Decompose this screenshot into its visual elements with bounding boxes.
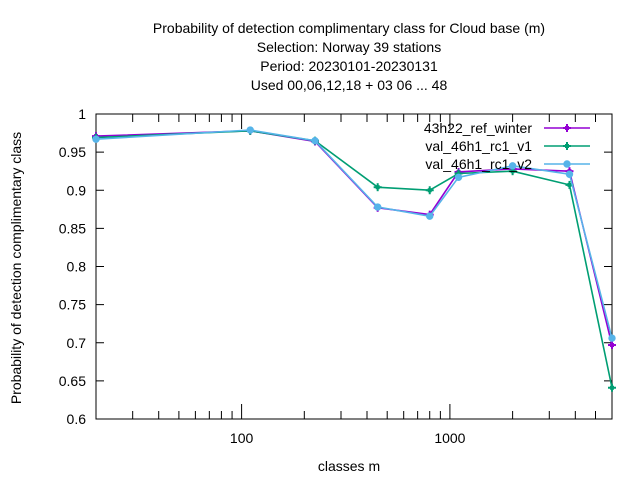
chart-title: Probability of detection complimentary c… xyxy=(153,20,545,93)
data-point xyxy=(426,212,434,220)
data-point xyxy=(373,183,382,192)
data-point xyxy=(563,124,571,132)
chart-title-line: Used 00,06,12,18 + 03 06 ... 48 xyxy=(251,77,448,93)
series-3 xyxy=(92,126,616,342)
chart-title-line: Probability of detection complimentary c… xyxy=(153,20,545,36)
y-tick-label: 1 xyxy=(78,106,86,122)
data-point-mark xyxy=(375,185,380,190)
plot-border xyxy=(95,113,613,420)
data-point xyxy=(563,142,571,150)
data-point-mark xyxy=(427,188,432,193)
series-line xyxy=(95,129,613,339)
data-point xyxy=(608,383,616,392)
y-tick-label: 0.65 xyxy=(59,373,86,389)
data-point-mark xyxy=(510,169,515,174)
data-point xyxy=(563,160,571,168)
series-line xyxy=(95,129,613,346)
y-tick-label: 0.95 xyxy=(59,144,86,160)
data-point xyxy=(425,186,434,195)
x-tick-label: 1000 xyxy=(434,430,465,446)
data-point-mark xyxy=(610,343,614,348)
data-point-mark xyxy=(565,144,569,148)
y-tick-label: 0.9 xyxy=(67,182,87,198)
x-axis: 100 1000 xyxy=(95,114,613,446)
data-point-mark xyxy=(567,182,572,187)
data-point-mark xyxy=(456,171,461,176)
y-axis: 0.6 0.65 0.7 0.75 0.8 0.85 0.9 0.95 1 xyxy=(59,106,612,427)
y-tick-label: 0.75 xyxy=(59,297,86,313)
x-axis-label: classes m xyxy=(318,458,380,474)
y-tick-label: 0.8 xyxy=(67,259,87,275)
data-point xyxy=(608,341,616,350)
data-point xyxy=(454,173,463,181)
data-point xyxy=(311,136,319,145)
chart-title-line: Period: 20230101-20230131 xyxy=(260,58,438,74)
data-point-mark xyxy=(610,385,614,390)
data-point xyxy=(92,135,100,143)
series-1 xyxy=(92,126,616,350)
data-point-mark xyxy=(565,126,569,130)
series-group xyxy=(92,126,616,392)
legend-label: 43h22_ref_winter xyxy=(424,120,533,136)
y-tick-label: 0.85 xyxy=(59,220,86,236)
plot-frame xyxy=(95,113,613,420)
legend-label: val_46h1_rc1_v2 xyxy=(425,156,532,172)
legend: 43h22_ref_winter val_46h1_rc1_v1 val_46h1_… xyxy=(424,120,590,172)
legend-label: val_46h1_rc1_v1 xyxy=(425,138,532,154)
y-axis-label: Probability of detection complimentary c… xyxy=(8,132,24,404)
series-2 xyxy=(92,126,616,392)
data-point xyxy=(246,126,254,134)
data-point xyxy=(508,162,517,170)
y-tick-label: 0.6 xyxy=(67,411,87,427)
data-point xyxy=(373,203,382,211)
y-tick-label: 0.7 xyxy=(67,335,87,351)
chart-title-line: Selection: Norway 39 stations xyxy=(257,39,441,55)
x-tick-label: 100 xyxy=(230,430,254,446)
data-point xyxy=(608,334,616,342)
data-point xyxy=(565,170,574,178)
